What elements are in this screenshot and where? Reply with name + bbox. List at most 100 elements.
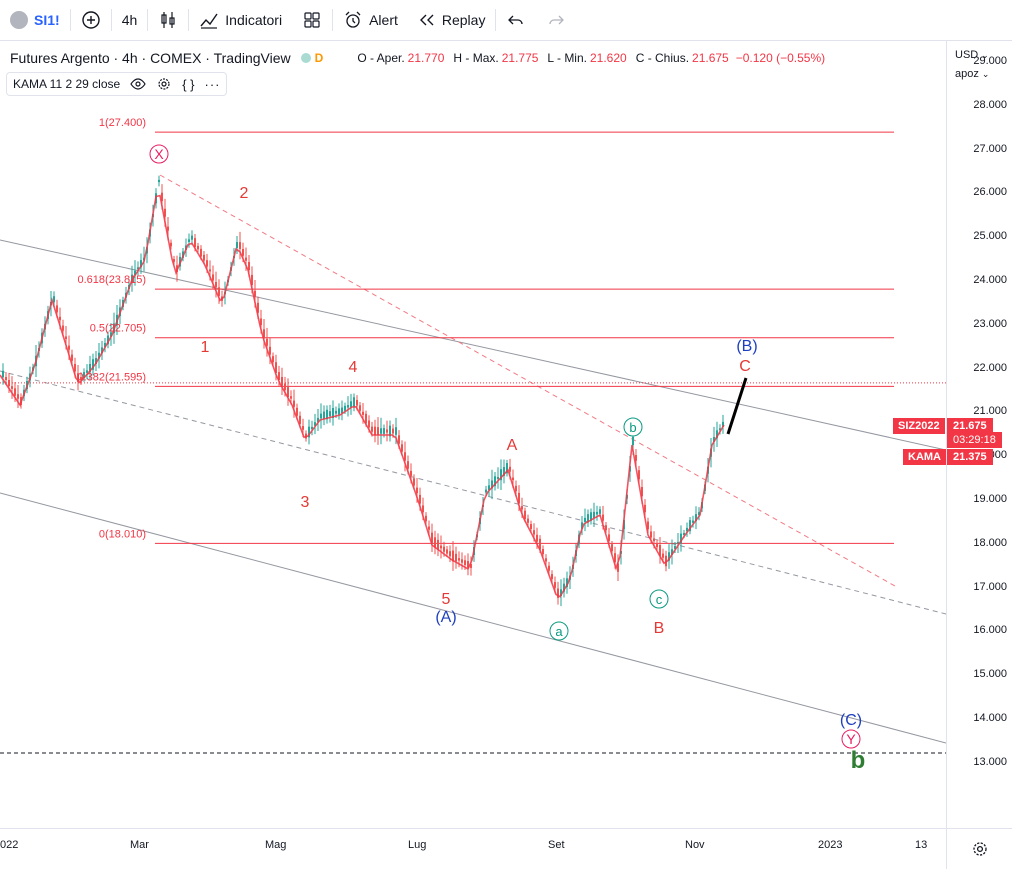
indicators-button[interactable]: Indicatori xyxy=(189,0,292,40)
candle-body xyxy=(191,235,193,240)
wave-label-C-paren: (C) xyxy=(840,712,862,729)
price-tick-label: 29.000 xyxy=(973,55,1007,67)
candle-body xyxy=(557,588,559,598)
chart-type-button[interactable] xyxy=(148,0,188,40)
wave-label-c: c xyxy=(656,592,663,607)
candle-body xyxy=(452,550,454,562)
candle-body xyxy=(527,518,529,523)
redo-button[interactable] xyxy=(536,0,576,40)
currency-selector[interactable]: USD ⌄ xyxy=(955,49,989,61)
market-status[interactable]: D xyxy=(300,51,323,65)
candle-body xyxy=(470,564,472,568)
candle-body xyxy=(332,407,334,419)
candle-body xyxy=(296,407,298,416)
toolbar-divider xyxy=(188,9,190,31)
replay-button[interactable]: Replay xyxy=(408,0,496,40)
gear-icon[interactable] xyxy=(156,76,172,92)
candle-body xyxy=(677,541,679,545)
candle-body xyxy=(140,260,142,268)
symbol-button[interactable]: SI1! xyxy=(0,0,70,40)
time-tick-label: Mag xyxy=(265,839,287,851)
candle-body xyxy=(515,485,517,492)
kama-layer xyxy=(0,194,725,598)
candle-body xyxy=(59,316,61,321)
candle-body xyxy=(209,269,211,272)
layouts-button[interactable] xyxy=(292,0,332,40)
eye-icon[interactable] xyxy=(130,76,146,92)
candle-body xyxy=(449,551,451,557)
wave-label-a: a xyxy=(555,624,563,639)
candle-body xyxy=(173,259,175,262)
more-options-icon[interactable]: ··· xyxy=(204,76,221,92)
candle-body xyxy=(359,405,361,411)
interval-label: 4h xyxy=(121,12,138,28)
close-label: C - Chius. xyxy=(635,51,690,65)
candle-body xyxy=(287,387,289,398)
fib-level-label: 0.5(22.705) xyxy=(90,323,146,335)
candle-body xyxy=(14,388,16,396)
candle-body xyxy=(530,524,532,530)
candle-body xyxy=(5,376,7,381)
grid-layout-icon xyxy=(304,12,320,28)
alarm-clock-icon xyxy=(345,11,361,28)
candle-body xyxy=(455,553,457,562)
candle-body xyxy=(293,400,295,407)
chart-settings-button[interactable] xyxy=(946,828,1012,869)
unit-selector[interactable]: apoz ⌄ xyxy=(955,68,989,80)
candle-body xyxy=(545,558,547,562)
settings-gear-icon xyxy=(973,842,987,856)
chevron-down-icon: ⌄ xyxy=(981,50,989,60)
candle-body xyxy=(542,548,544,555)
price-tick-label: 26.000 xyxy=(973,186,1007,199)
wave-label-x-circle xyxy=(149,144,169,164)
candle-body xyxy=(353,397,355,408)
candle-body xyxy=(2,370,4,378)
candle-body xyxy=(386,429,388,433)
candle-body xyxy=(461,559,463,563)
wave-label-B-paren: (B) xyxy=(736,338,757,355)
compare-button[interactable] xyxy=(71,0,111,40)
candle-body xyxy=(170,242,172,247)
candle-body xyxy=(644,504,646,513)
candle-body xyxy=(719,428,721,431)
currency-label: USD xyxy=(955,49,979,61)
candle-body xyxy=(362,411,364,415)
candle-body xyxy=(377,427,379,435)
candle-body xyxy=(104,342,106,348)
channel-upper-line xyxy=(0,239,946,451)
candle-body xyxy=(371,426,373,432)
candle-body xyxy=(659,545,661,556)
candle-body xyxy=(11,386,13,389)
undo-button[interactable] xyxy=(496,0,536,40)
time-tick-label: Set xyxy=(548,839,565,851)
chart-pane[interactable]: 1(27.400) 0.618(23.815) 0.5(22.705) 0.382(2… xyxy=(0,41,946,828)
candle-body xyxy=(365,413,367,424)
chart-title: Futures Argento · 4h · COMEX · TradingVi… xyxy=(10,50,291,66)
candle-body xyxy=(617,563,619,572)
fib-level-label: 0(18.010) xyxy=(99,528,146,540)
time-axis[interactable]: 022 Mar Mag Lug Set Nov 2023 13 xyxy=(0,828,946,869)
candle-body xyxy=(560,589,562,596)
wave-label-y: Y xyxy=(846,731,856,747)
legend-title-row: Futures Argento · 4h · COMEX · TradingVi… xyxy=(10,50,825,66)
candle-body xyxy=(500,469,502,481)
wave-label-C: C xyxy=(739,358,751,375)
candle-body xyxy=(593,511,595,518)
projection-black-line xyxy=(726,377,748,435)
candle-body xyxy=(137,267,139,270)
price-chart[interactable]: 1(27.400) 0.618(23.815) 0.5(22.705) 0.382(2… xyxy=(0,41,946,828)
candle-body xyxy=(260,318,262,325)
price-tick-label: 22.000 xyxy=(973,361,1007,374)
alert-button[interactable]: Alert xyxy=(333,0,408,40)
candle-body xyxy=(272,356,274,363)
fib-level-label: 0.618(23.815) xyxy=(78,274,147,286)
source-code-icon[interactable]: { } xyxy=(182,76,195,92)
candle-body xyxy=(536,534,538,542)
indicator-legend[interactable]: KAMA 11 2 29 close { } ··· xyxy=(6,72,228,96)
interval-button[interactable]: 4h xyxy=(112,0,148,40)
candle-body xyxy=(695,514,697,522)
time-tick-label: Lug xyxy=(408,839,427,851)
candle-body xyxy=(245,257,247,261)
candle-body xyxy=(497,476,499,479)
candle-body xyxy=(158,179,160,183)
